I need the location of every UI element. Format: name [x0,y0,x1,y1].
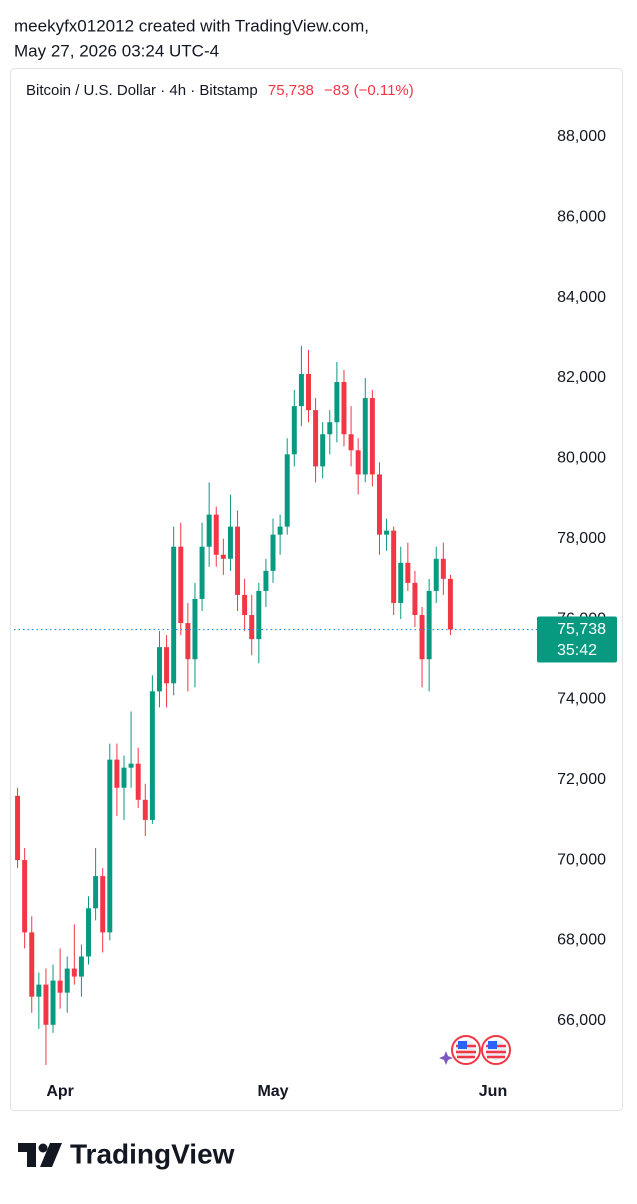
candle-body [405,562,411,583]
candle-body [306,373,311,411]
candle-body [355,450,361,475]
candle-body [341,382,347,435]
brand: TradingView [70,1138,235,1169]
x-tick-label: Jun [479,1083,507,1100]
candle-body [235,526,241,595]
candle-body [171,546,177,684]
legend-change: −83 (−0.11%) [324,82,414,99]
candle-body [398,562,404,603]
candle-body [78,956,84,977]
plot: 66,00068,00070,00072,00074,00076,00078,0… [14,128,617,1100]
candle-body [135,763,141,800]
candle-body [256,590,262,640]
x-tick-label: May [257,1083,288,1100]
header-date: May 27, 2026 03:24 UTC-4 [14,41,219,60]
candle-body [57,980,63,993]
candle-body [178,546,184,624]
candle-body [391,530,397,603]
candle-body [384,530,390,535]
candle-body [433,558,439,591]
y-tick-label: 78,000 [557,530,606,547]
candle-body [50,980,56,1025]
candle-body [15,795,21,861]
candle-body [164,647,170,684]
candle-body [100,876,106,933]
candle-body [334,382,340,423]
y-tick-label: 70,000 [557,851,606,868]
y-tick-label: 66,000 [557,1012,606,1029]
candle-body [376,474,382,535]
logo: TradingView [18,1138,235,1169]
candle-body [412,582,418,616]
chart-frame [10,68,623,1111]
candle-body [43,984,49,1025]
candle-body [298,373,304,407]
y-tick-label: 84,000 [557,289,606,306]
legend: Bitcoin / U.S. Dollar · 4h · Bitstamp 75… [26,82,414,99]
candle-body [142,799,148,820]
event-icons [439,1035,511,1065]
last-price-box [537,616,617,663]
candle-body [128,763,134,768]
candle-body [206,514,212,547]
y-tick-label: 88,000 [557,128,606,145]
candle-body [447,578,453,630]
candle-body [249,615,255,640]
candle-body [327,422,333,435]
candle-body [440,558,446,579]
candle-body [114,759,120,788]
candle-body [227,526,233,559]
candle-body [419,615,425,660]
y-tick-label: 86,000 [557,209,606,226]
last-price-label: 75,738 [557,621,606,638]
candle-body [64,968,70,993]
candle-body [22,860,28,933]
candle-body [86,908,91,957]
candle-body [213,514,219,555]
candle-body [242,594,248,616]
symbol: Bitcoin / U.S. Dollar · 4h · Bitstamp [26,82,258,99]
candle-body [156,647,162,692]
candle-body [320,434,326,467]
y-tick-label: 72,000 [557,771,606,788]
candle-body [149,691,155,820]
candle-body [199,546,205,599]
y-tick-label: 68,000 [557,932,606,949]
legend-price: 75,738 [268,82,314,99]
flag-canton [458,1041,467,1049]
candle-body [362,398,368,475]
candle-body [263,570,269,591]
candle-body [291,406,297,455]
candle-body [107,759,113,933]
y-tick-label: 74,000 [557,691,606,708]
candle-body [36,984,42,997]
candle-body [71,968,77,977]
candle-body [270,534,276,571]
candle-body [284,454,290,527]
candle-body [121,767,127,788]
candle-body [185,623,191,660]
logo-mark [38,1143,48,1153]
candle-body [426,590,432,660]
countdown: 35:42 [557,642,597,659]
candle-body [93,876,99,909]
flag-canton [488,1041,497,1049]
header-line: meekyfx012012 created with TradingView.c… [14,16,369,35]
x-tick-label: Apr [46,1083,74,1100]
candle-body [220,554,226,559]
ai-icon [439,1051,453,1065]
candle-body [277,526,283,535]
candle-body [348,434,354,451]
candle-body [313,410,319,467]
candle-body [29,932,35,997]
candle-body [369,398,375,475]
logo-mark [40,1143,62,1167]
y-tick-label: 82,000 [557,369,606,386]
y-tick-label: 80,000 [557,450,606,467]
logo-mark [18,1143,36,1167]
